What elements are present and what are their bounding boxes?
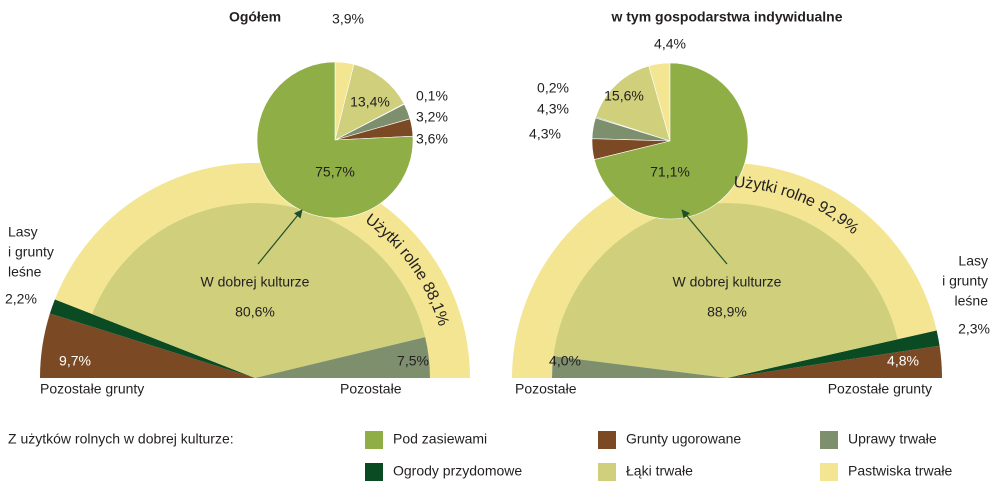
segment-value: 4,0% — [549, 353, 581, 369]
segment-name: W dobrej kulturze — [201, 274, 310, 290]
segment-value: 88,9% — [707, 304, 747, 320]
pie-slice — [334, 63, 405, 141]
legend-swatch — [820, 463, 838, 481]
slice-label: 71,1% — [650, 164, 690, 180]
arrow — [681, 209, 728, 265]
semicircle-segment — [553, 203, 898, 378]
segment-value: 9,7% — [59, 353, 91, 369]
slice-label: 3,6% — [416, 131, 448, 147]
segment-name: W dobrej kulturze — [673, 274, 782, 290]
segment-name: Pozostałe grunty — [40, 381, 144, 397]
slice-label: 13,4% — [350, 94, 390, 110]
segment-value: 2,2% — [5, 291, 37, 307]
segment-name: Lasy — [958, 253, 988, 269]
slice-label: 4,3% — [529, 126, 561, 142]
pie-slice — [595, 65, 671, 142]
legend-label: Uprawy trwałe — [848, 431, 937, 447]
legend-label: Ogrody przydomowe — [393, 463, 522, 479]
chart-title: Ogółem — [229, 9, 281, 25]
legend-title: Z użytków rolnych w dobrej kulturze: — [8, 431, 234, 447]
slice-label: 4,3% — [537, 101, 569, 117]
legend-swatch — [365, 463, 383, 481]
semicircle-segment — [92, 203, 426, 378]
slice-label: 0,1% — [416, 88, 448, 104]
segment-name: Lasy — [8, 224, 38, 240]
segment-name: Pozostałe grunty — [828, 381, 932, 397]
semicircle-segment — [727, 330, 940, 378]
pie-slice — [256, 61, 414, 219]
segment-name: Pozostałe — [340, 381, 402, 397]
segment-name: i grunty — [942, 273, 988, 289]
legend-label: Grunty ugorowane — [626, 431, 741, 447]
segment-value: 2,3% — [958, 321, 990, 337]
semicircle-segment — [727, 345, 942, 378]
ring — [54, 162, 470, 378]
legend-swatch — [598, 431, 616, 449]
legend-swatch — [820, 431, 838, 449]
segment-name: leśne — [8, 264, 42, 280]
segment-name: Pozostałe — [515, 381, 577, 397]
legend-label: Łąki trwałe — [626, 463, 693, 479]
segment-name: leśne — [955, 293, 989, 309]
segment-name: i grunty — [8, 244, 54, 260]
semicircle-segment — [40, 313, 255, 378]
semicircle-segment — [255, 337, 430, 378]
pies — [256, 61, 749, 220]
semicircle-segment — [49, 299, 256, 378]
legend-swatch — [598, 463, 616, 481]
slice-label: 0,2% — [537, 80, 569, 96]
arrow — [257, 209, 303, 265]
legend-swatch — [365, 431, 383, 449]
slice-label: 15,6% — [604, 88, 644, 104]
semicircles — [40, 162, 942, 378]
slice-label: 3,9% — [332, 11, 364, 27]
legend-label: Pod zasiewami — [393, 431, 487, 447]
legend: Z użytków rolnych w dobrej kulturze: Pod… — [8, 431, 952, 481]
slice-label: 3,2% — [416, 109, 448, 125]
legend-label: Pastwiska trwałe — [848, 463, 952, 479]
ring — [512, 163, 937, 378]
segment-value: 7,5% — [397, 353, 429, 369]
chart-title: w tym gospodarstwa indywidualne — [610, 9, 842, 25]
segment-value: 80,6% — [235, 304, 275, 320]
pie-slice — [593, 62, 749, 220]
slice-label: 4,4% — [654, 36, 686, 52]
semicircle-segment — [552, 356, 727, 378]
segment-value: 4,8% — [887, 353, 919, 369]
slice-label: 75,7% — [315, 164, 355, 180]
